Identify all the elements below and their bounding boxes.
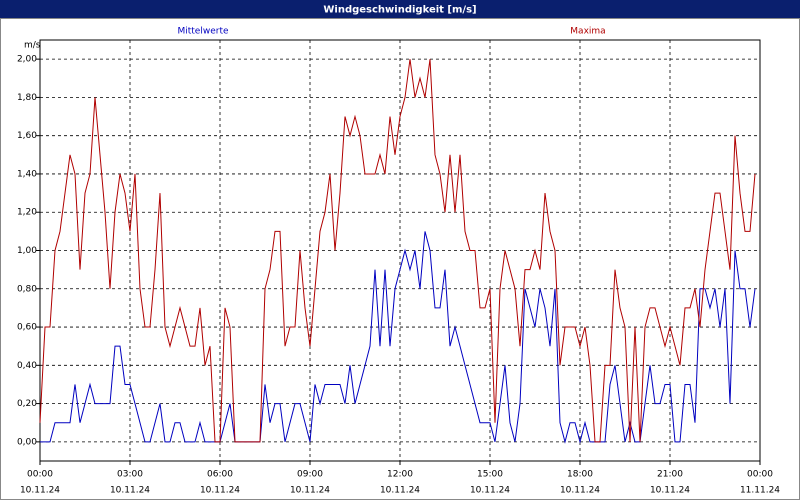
chart-title: Windgeschwindigkeit [m/s] bbox=[323, 5, 476, 16]
data-line bbox=[39, 59, 756, 443]
x-tick-date: 10.11.24 bbox=[110, 486, 150, 496]
x-tick-date: 10.11.24 bbox=[470, 486, 510, 496]
legend-entry: Mittelwerte bbox=[177, 27, 228, 37]
y-tick-label: 2,00 bbox=[17, 55, 37, 65]
x-tick-label: 06:00 bbox=[207, 470, 233, 480]
x-tick-label: 15:00 bbox=[477, 470, 503, 480]
y-tick-label: 0,80 bbox=[17, 284, 37, 294]
y-tick-label: 1,40 bbox=[17, 169, 37, 179]
y-tick-label: 0,60 bbox=[17, 323, 37, 333]
title-bar bbox=[0, 0, 800, 18]
y-tick-label: 0,00 bbox=[17, 437, 37, 447]
x-tick-date: 10.11.24 bbox=[290, 486, 330, 496]
y-tick-label: 1,00 bbox=[17, 246, 37, 256]
x-tick-label: 18:00 bbox=[567, 470, 593, 480]
x-tick-label: 00:00 bbox=[747, 470, 773, 480]
x-tick-label: 12:00 bbox=[387, 470, 413, 480]
legend-entry: Maxima bbox=[570, 27, 605, 37]
x-tick-label: 00:00 bbox=[27, 470, 53, 480]
x-tick-label: 09:00 bbox=[297, 470, 323, 480]
y-tick-label: 0,40 bbox=[17, 361, 37, 371]
x-tick-label: 21:00 bbox=[657, 470, 683, 480]
data-line bbox=[40, 231, 756, 444]
x-tick-label: 03:00 bbox=[117, 470, 143, 480]
x-tick-date: 10.11.24 bbox=[650, 486, 690, 496]
y-tick-label: 0,20 bbox=[17, 399, 37, 409]
y-tick-label: 1,80 bbox=[17, 93, 37, 103]
x-tick-date: 10.11.24 bbox=[20, 486, 60, 496]
y-tick-label: 1,20 bbox=[17, 208, 37, 218]
x-tick-date: 10.11.24 bbox=[380, 486, 420, 496]
x-tick-date: 11.11.24 bbox=[740, 486, 780, 496]
x-tick-date: 10.11.24 bbox=[560, 486, 600, 496]
y-tick-label: 1,60 bbox=[17, 131, 37, 141]
y-unit: m/s bbox=[24, 41, 41, 51]
x-tick-date: 10.11.24 bbox=[200, 486, 240, 496]
